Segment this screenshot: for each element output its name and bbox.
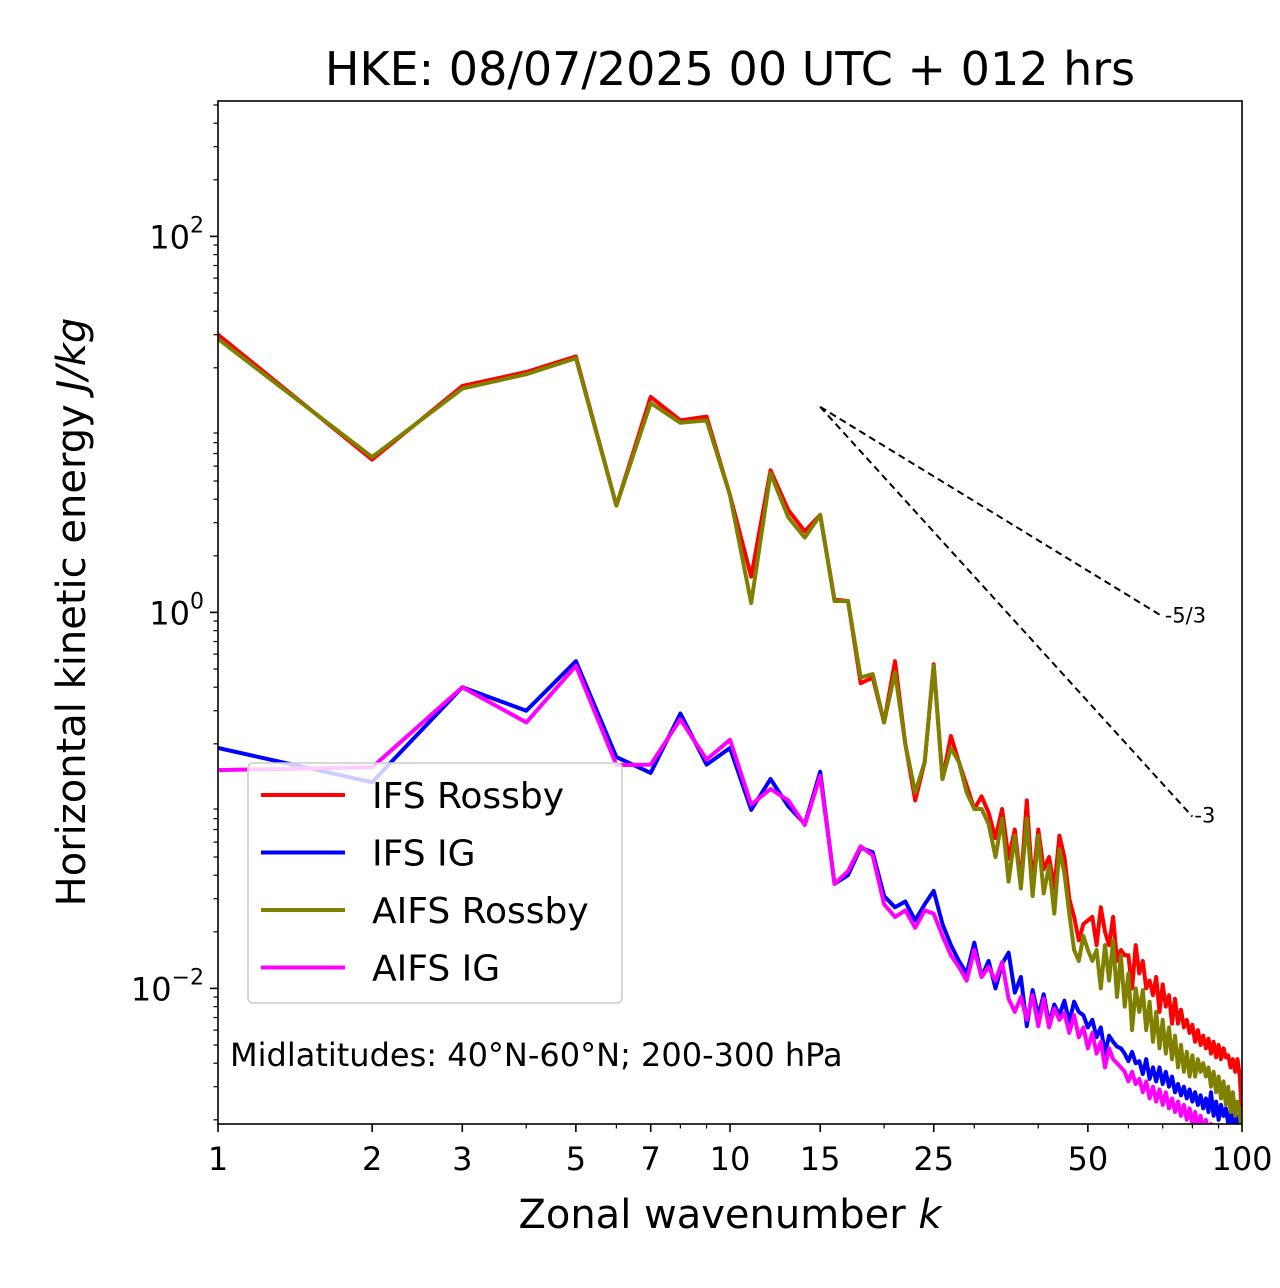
legend-label: IFS IG [372,834,476,875]
region-annotation: Midlatitudes: 40°N-60°N; 200-300 hPa [230,1036,843,1074]
y-tick-label: 102 [149,213,204,256]
reference-line-label: -3 [1194,804,1215,828]
x-tick-label: 7 [641,1140,661,1178]
series-lines [218,332,1242,1124]
y-tick-label: 100 [149,589,204,632]
y-tick-base: 10 [131,970,172,1008]
plot-area-frame [217,100,1243,1125]
legend-label: AIFS IG [372,949,500,990]
y-tick-label: 10−2 [131,965,204,1008]
y-tick-base: 10 [149,218,190,256]
y-tick-exponent: 0 [190,589,204,614]
y-tick-base: 10 [149,594,190,632]
x-tick-label: 50 [1068,1140,1109,1178]
x-tick-label: 3 [452,1140,472,1178]
x-tick-label: 25 [913,1140,954,1178]
x-tick-label: 15 [800,1140,841,1178]
legend-items: IFS Rossby IFS IG AIFS Rossby AIFS IG [261,776,589,990]
chart-title: HKE: 08/07/2025 00 UTC + 012 hrs [325,42,1135,96]
series-line-aifs-ig [218,663,1214,1124]
legend: IFS Rossby IFS IG AIFS Rossby AIFS IG [247,762,623,1004]
x-tick-label: 2 [362,1140,382,1178]
y-axis-label-unit: J/kg [49,318,95,399]
y-tick-exponent: 2 [190,213,204,238]
legend-label: IFS Rossby [372,776,564,817]
x-axis-label-text: Zonal wavenumber [518,1192,906,1238]
reference-line [819,405,1164,618]
series-line-aifs-rossby [218,336,1242,1124]
legend-box [247,762,623,1004]
reference-line-label: -5/3 [1165,604,1206,628]
y-axis-label-text: Horizontal kinetic energy [49,404,95,906]
x-axis-label: Zonal wavenumber k [518,1192,943,1238]
reference-line [819,406,1194,818]
x-tick-label: 10 [710,1140,751,1178]
y-tick-exponent: −2 [172,965,204,990]
reference-lines: -5/3 -3 [819,405,1215,828]
x-tick-label: 5 [566,1140,586,1178]
x-axis-label-symbol: k [918,1192,943,1238]
y-axis-label: Horizontal kinetic energy J/kg [49,318,95,907]
x-tick-label: 100 [1211,1140,1272,1178]
x-tick-label: 1 [208,1140,228,1178]
legend-label: AIFS Rossby [372,891,589,932]
